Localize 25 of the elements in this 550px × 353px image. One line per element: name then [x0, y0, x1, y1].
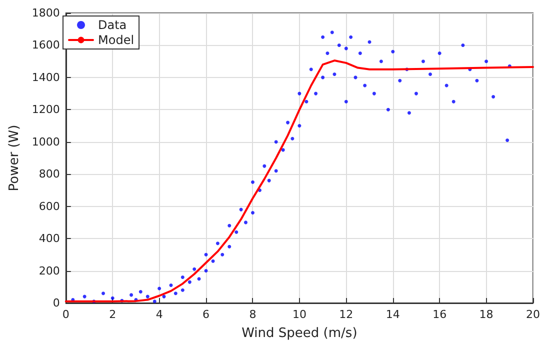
- x-tick-label: 4: [156, 308, 163, 321]
- legend-label: Model: [98, 33, 134, 47]
- x-axis-title: Wind Speed (m/s): [242, 326, 358, 341]
- x-tick-label: 2: [109, 308, 116, 321]
- x-tick-label: 12: [339, 308, 354, 321]
- x-tick-label: 16: [432, 308, 447, 321]
- y-tick-label: 1600: [32, 38, 60, 52]
- y-tick-label: 1400: [32, 70, 60, 84]
- y-tick-label: 1200: [32, 103, 60, 116]
- y-axis-title: Power (W): [7, 124, 22, 192]
- y-tick-label: 200: [38, 264, 60, 278]
- x-tick-label: 14: [386, 308, 400, 321]
- y-tick-label: 600: [38, 200, 60, 213]
- y-tick-label: 800: [38, 168, 60, 181]
- x-tick-label: 20: [526, 308, 540, 321]
- y-tick-label: 0: [52, 296, 60, 310]
- legend-label: Data: [98, 18, 127, 32]
- y-tick-label: 1800: [32, 6, 60, 20]
- y-tick-label: 1000: [32, 135, 60, 148]
- x-tick-label: 0: [62, 308, 70, 321]
- y-tick-label: 400: [38, 232, 60, 246]
- x-tick-label: 18: [479, 308, 494, 321]
- x-tick-label: 6: [202, 308, 210, 321]
- x-tick-label: 8: [249, 308, 256, 321]
- x-tick-label: 10: [292, 308, 306, 321]
